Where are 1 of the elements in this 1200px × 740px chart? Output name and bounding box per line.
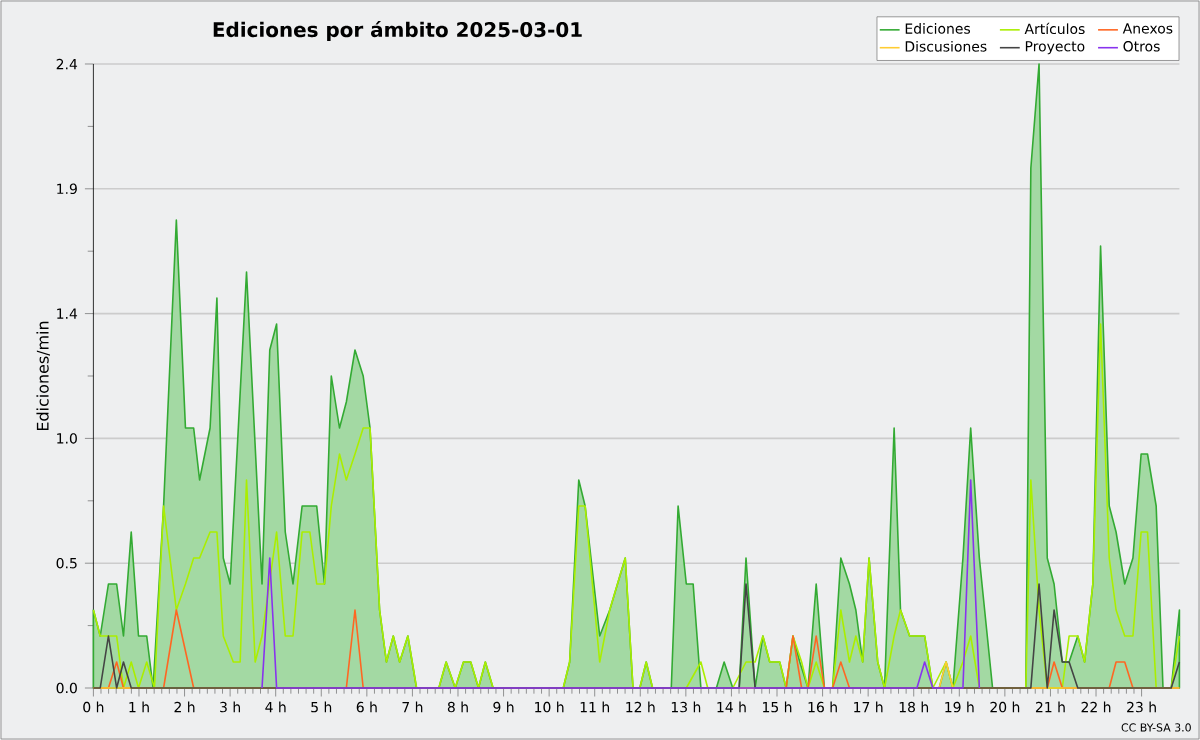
chart-title: Ediciones por ámbito 2025-03-01	[213, 20, 582, 42]
